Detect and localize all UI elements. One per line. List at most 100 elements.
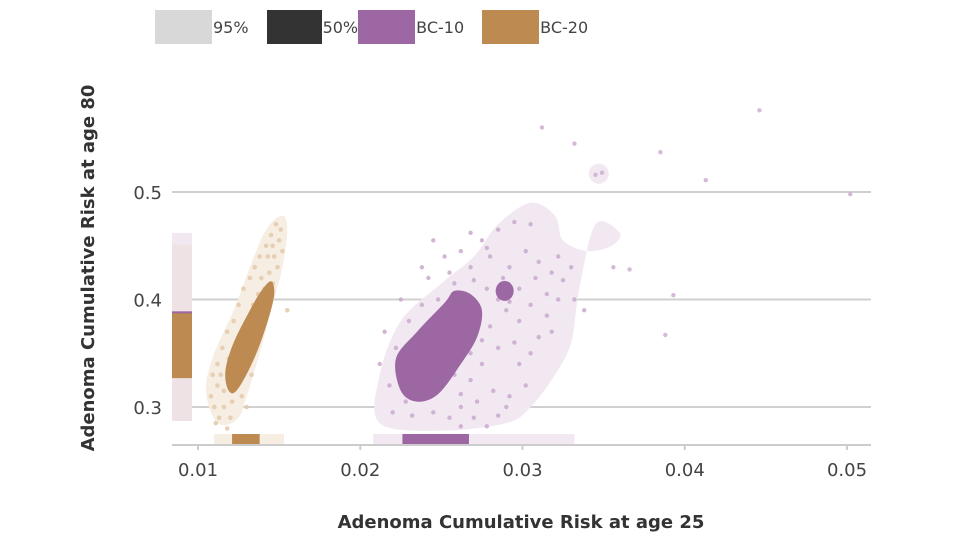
legend-item-50[interactable]: 50% [266, 10, 359, 44]
bc10-outlier-point [539, 125, 545, 130]
bc20-point [221, 388, 227, 394]
bc20-point [244, 404, 249, 410]
x-tick-label: 0.04 [665, 460, 705, 481]
bc20-point [211, 404, 217, 410]
x-tick-label: 0.03 [502, 460, 542, 481]
bc10-point [517, 361, 522, 367]
bc10-point [544, 291, 550, 297]
bc20-point [257, 254, 262, 259]
bc20-point [271, 254, 277, 259]
bc10-point [419, 265, 425, 270]
bc10-point [555, 254, 561, 259]
bc10-point [452, 281, 457, 286]
bc20-point [220, 345, 225, 351]
bc10-point [517, 286, 522, 291]
bc10-point [471, 277, 477, 283]
bc10-point [406, 318, 412, 324]
bc10-point [568, 265, 574, 270]
bc20-point [280, 248, 285, 254]
bc10-outlier-point [599, 170, 605, 175]
bc20-point [249, 372, 254, 378]
bc20-point [239, 393, 245, 399]
x-tick-label: 0.02 [340, 460, 380, 481]
bc10-point [507, 394, 512, 399]
legend-label-bc10: BC-10 [416, 17, 465, 37]
bc10-point [398, 297, 404, 302]
bc10-point [544, 313, 550, 318]
bc10-point [528, 302, 533, 308]
y-tick-label: 0.3 [133, 398, 162, 419]
bc10-point [523, 383, 528, 388]
marginal-bars [172, 232, 575, 444]
bc10-outlier-point [572, 141, 577, 146]
bc10-point [431, 410, 436, 415]
bc10-point [536, 259, 541, 265]
bc10-marginal-x-50 [402, 434, 469, 444]
bc10-point [581, 308, 587, 313]
bc10-point [409, 413, 415, 418]
bc20-point [216, 415, 222, 421]
bc10-point [572, 297, 577, 302]
legend-label-bc20: BC-20 [540, 17, 589, 37]
y-tick-label: 0.4 [133, 291, 162, 312]
bc10-point [435, 297, 441, 302]
bc10-point [458, 248, 464, 254]
legend-label-50: 50% [322, 17, 359, 37]
bc10-point [487, 324, 493, 329]
bc20-point [267, 270, 272, 275]
bc20-point [231, 318, 236, 324]
bc10-outlier-point [663, 332, 668, 338]
bc20-point [273, 221, 279, 227]
bc20-point [215, 383, 220, 388]
bc10-point [431, 238, 436, 243]
bc10-outlier-point [658, 150, 663, 155]
bc10-point [447, 415, 452, 420]
bc20-point [268, 232, 274, 238]
bc20-marginal-x-50 [232, 434, 260, 444]
bc10-outlier-point [757, 108, 762, 113]
bc10-point [377, 361, 382, 367]
legend-swatch-bc20 [482, 10, 540, 44]
bc10-point [474, 399, 480, 404]
bc10-point [447, 270, 452, 275]
legend-label-95: 95% [213, 17, 249, 37]
bc10-point [495, 227, 501, 232]
bc20-point [270, 243, 275, 249]
legend-swatch-95 [155, 10, 212, 44]
bc10-point [468, 377, 473, 383]
bc20-point [221, 404, 227, 410]
bc10-point [495, 345, 501, 351]
bc10-point [560, 277, 566, 283]
bc10-point [500, 275, 506, 281]
bc10-point [458, 404, 464, 410]
legend-item-bc20[interactable]: BC-20 [482, 10, 588, 44]
bc10-point [491, 388, 496, 394]
bc20-point [284, 307, 290, 313]
y-tick-label: 0.5 [133, 183, 162, 204]
bc10-point [484, 424, 490, 429]
bc10-marginal-x-95 [373, 434, 575, 444]
bc10-point [555, 297, 561, 302]
bc20-point [263, 243, 269, 249]
bc10-point [523, 248, 528, 254]
bc10-density-50-island [495, 280, 514, 301]
bc10-point [507, 265, 512, 270]
legend-swatch-bc10 [358, 10, 416, 44]
bc10-point [471, 415, 477, 420]
bc10-point [495, 413, 501, 418]
bc10-point [512, 219, 517, 225]
bc10-point [468, 230, 473, 236]
x-tick-label: 0.01 [178, 460, 218, 481]
bc10-point [468, 351, 473, 356]
bc10-point [484, 245, 490, 251]
axes: 0.01 0.02 0.03 0.04 0.05 [172, 444, 871, 481]
bc10-point [419, 302, 425, 308]
bc10-density-50 [395, 290, 483, 402]
bc10-point [504, 404, 509, 410]
legend-item-95[interactable]: 95% [155, 10, 249, 44]
legend-item-bc10[interactable]: BC-10 [358, 10, 464, 44]
bc10-point [479, 238, 485, 243]
bc20-point [224, 426, 230, 431]
legend-swatch-50 [266, 10, 322, 44]
